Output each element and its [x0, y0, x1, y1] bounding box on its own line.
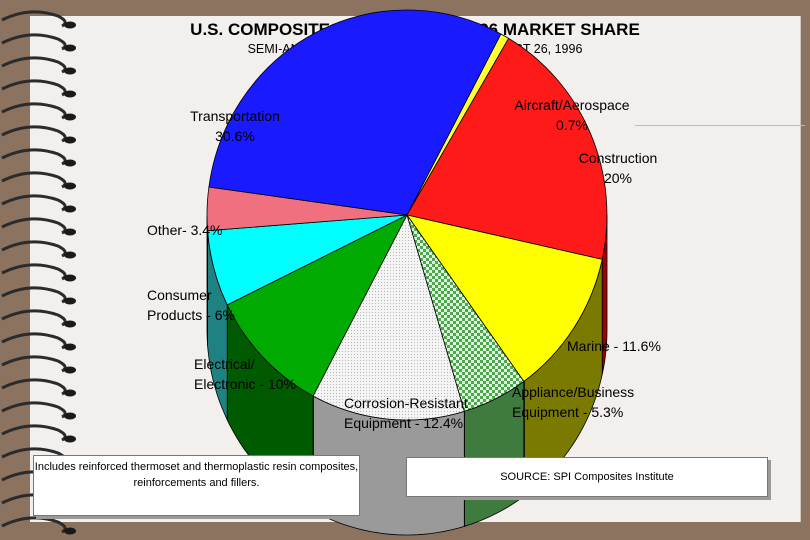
slice-label-transportation: Transportation 30.6% — [150, 106, 320, 146]
binding-hole — [64, 366, 76, 374]
slice-construction — [406, 37, 608, 260]
binding-hole — [64, 90, 76, 98]
binding-hole — [64, 389, 76, 397]
binding-hole — [64, 297, 76, 305]
binding-hole — [64, 343, 76, 351]
binding-hole — [64, 136, 76, 144]
binding-hole — [64, 113, 76, 121]
slice-transportation — [208, 9, 502, 216]
slice-label-line: Aircraft/Aerospace — [514, 97, 630, 113]
slice-label-line: Corrosion-Resistant — [344, 395, 468, 411]
slice-label-line: Consumer — [147, 287, 212, 303]
slice-label-line: 20% — [603, 170, 633, 186]
binding-hole — [64, 274, 76, 282]
slice-label-line: Equipment - 5.3% — [512, 404, 624, 420]
binding-hole — [64, 435, 76, 443]
slice-label-line: Equipment - 12.4% — [344, 415, 464, 431]
note-box: Includes reinforced thermoset and thermo… — [33, 455, 360, 516]
binding-hole — [64, 527, 76, 535]
slice-label-appliance-business-equipment: Appliance/Business Equipment - 5.3% — [512, 382, 634, 422]
source-box: SOURCE: SPI Composites Institute — [406, 457, 768, 497]
slice-electrical-electronic — [226, 214, 408, 397]
slice-label-line: Other- 3.4% — [147, 222, 223, 238]
binding-hole — [64, 67, 76, 75]
slice-corrosion-resistant-equipment — [312, 213, 465, 421]
binding-hole — [64, 320, 76, 328]
slice-label-aircraft-aerospace: Aircraft/Aerospace 0.7% — [497, 95, 647, 135]
slice-label-construction: Construction 20% — [568, 148, 668, 188]
slice-label-marine: Marine - 11.6% — [567, 336, 661, 356]
binding-hole — [64, 412, 76, 420]
slice-label-line: 30.6% — [215, 128, 255, 144]
binding-hole — [64, 21, 76, 29]
binding-hole — [64, 251, 76, 259]
binding-hole — [64, 228, 76, 236]
slice-label-line: 0.7% — [556, 117, 588, 133]
slice-label-line: Transportation — [190, 108, 280, 124]
slice-label-line: Products - 6% — [147, 307, 235, 323]
slice-label-corrosion-resistant-equipment: Corrosion-Resistant Equipment - 12.4% — [344, 393, 468, 433]
slice-label-line: Appliance/Business — [512, 384, 635, 400]
slice-label-line: Electronic - 10% — [194, 376, 296, 392]
slice-label-consumer-products: Consumer Products - 6% — [147, 285, 235, 325]
binding-hole — [64, 205, 76, 213]
slice-label-electrical-electronic: Electrical/Electronic - 10% — [194, 354, 296, 394]
slice-label-line: Construction — [578, 150, 658, 166]
binding-hole — [64, 159, 76, 167]
slice-label-other: Other- 3.4% — [147, 220, 222, 240]
divider-line — [635, 125, 805, 126]
slice-label-line: Electrical/ — [194, 356, 255, 372]
slice-marine — [406, 214, 603, 382]
binding-hole — [64, 182, 76, 190]
slice-label-line: Marine - 11.6% — [567, 338, 661, 354]
binding-hole — [64, 44, 76, 52]
